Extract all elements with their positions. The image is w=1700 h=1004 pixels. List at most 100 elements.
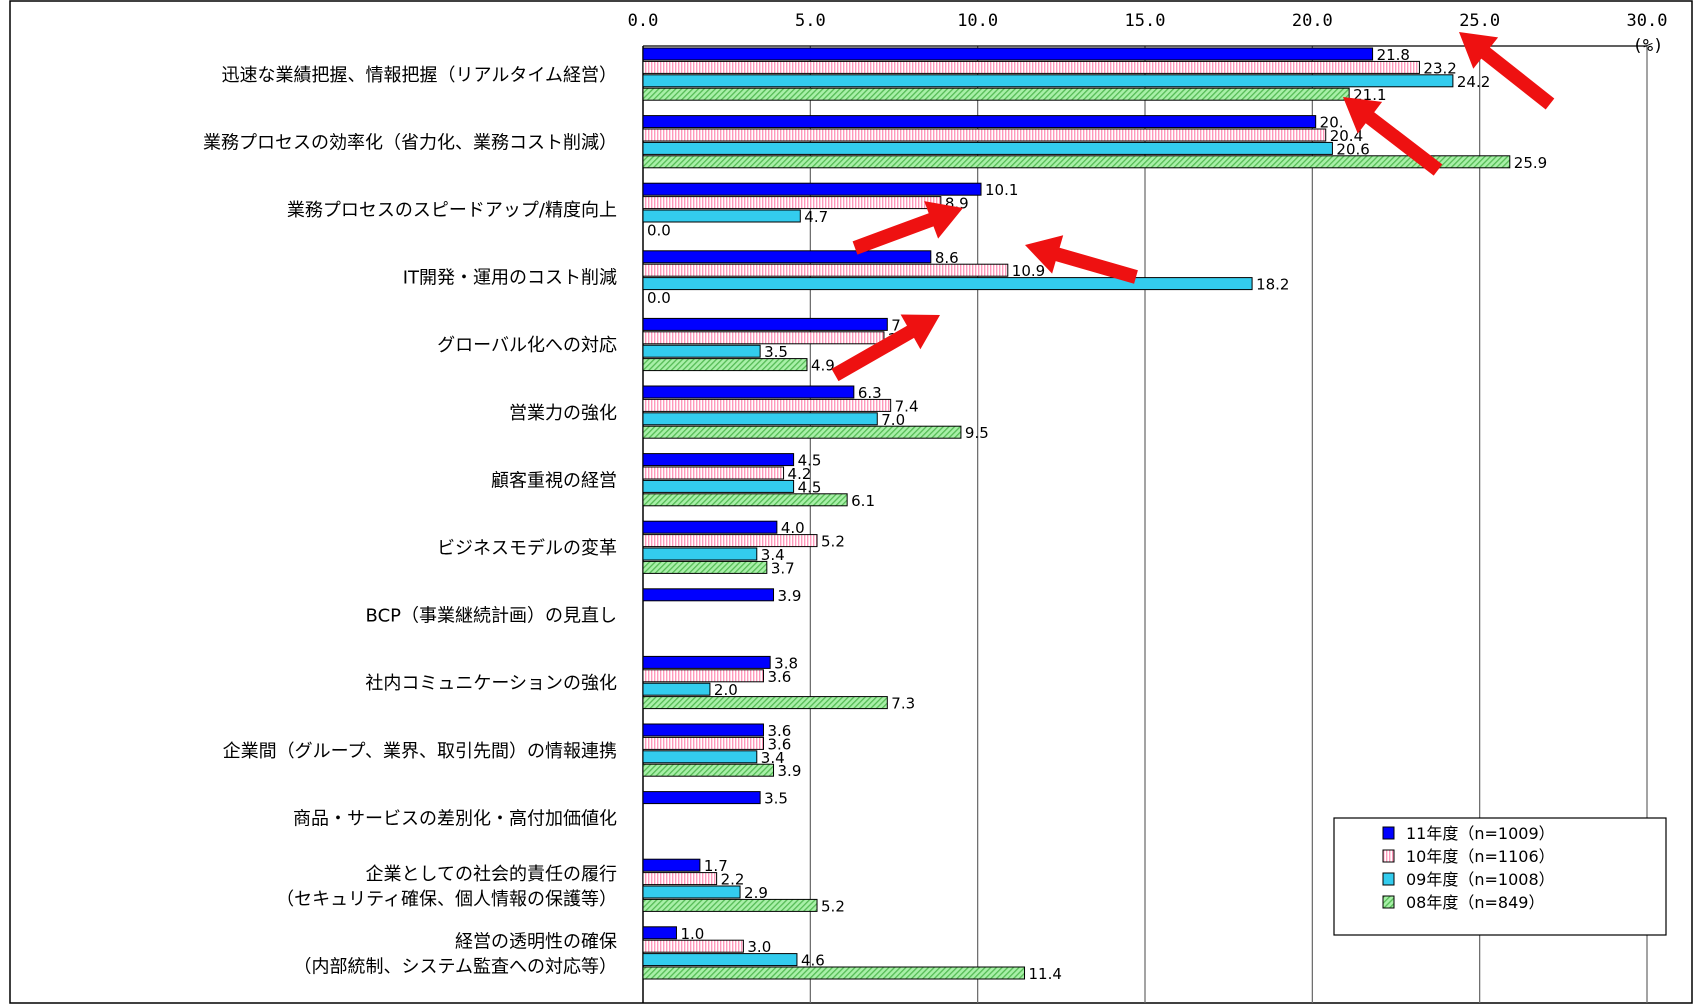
bar-value-label: 2.9 xyxy=(744,884,768,902)
bar-value-label: 6.1 xyxy=(851,492,875,510)
bar xyxy=(642,723,764,737)
bar-value-label: 1.7 xyxy=(704,857,728,875)
bar-value-label: 7.4 xyxy=(895,397,919,415)
category-label: ビジネスモデルの変革 xyxy=(437,538,617,559)
bar-value-label: 3.4 xyxy=(761,546,785,564)
bar-value-label: 4.9 xyxy=(811,357,835,375)
bar-value-label: 4.5 xyxy=(798,452,822,470)
value-labels: 21.823.224.221.120.20.420.625.910.18.94.… xyxy=(647,46,1547,983)
bar xyxy=(642,547,758,561)
bar xyxy=(642,425,962,439)
bar xyxy=(642,696,888,710)
bar-value-label: 21.8 xyxy=(1377,46,1410,64)
bar xyxy=(642,858,701,872)
bar xyxy=(642,926,677,940)
bar-value-label: 4.6 xyxy=(801,952,825,970)
bar xyxy=(642,479,795,493)
x-tick-label: 25.0 xyxy=(1459,11,1500,31)
bar xyxy=(642,209,801,223)
red-arrow-annotation xyxy=(831,314,940,382)
legend-label: 09年度（n=1008） xyxy=(1406,870,1555,889)
bar xyxy=(642,358,808,372)
bar xyxy=(642,331,885,345)
bar xyxy=(642,196,942,210)
bar-value-label: 0.0 xyxy=(647,221,671,239)
bar-value-label: 24.2 xyxy=(1457,73,1490,91)
bar xyxy=(642,885,741,899)
category-labels: 迅速な業績把握、情報把握（リアルタイム経営） 業務プロセスの効率化（省力化、業務コ… xyxy=(203,65,617,978)
bar-value-label: 20.6 xyxy=(1336,140,1369,158)
bar xyxy=(642,385,855,399)
bar-value-label: 18.2 xyxy=(1256,276,1289,294)
bar xyxy=(642,560,768,574)
bar-value-label: 25.9 xyxy=(1514,154,1547,172)
category-label: （内部統制、システム監査への対応等） xyxy=(294,957,617,978)
bar-value-label: 23.2 xyxy=(1423,59,1456,77)
bar-value-label: 3.9 xyxy=(778,762,802,780)
legend-swatch xyxy=(1382,895,1395,909)
legend-swatch xyxy=(1382,849,1395,863)
bar xyxy=(642,263,1009,277)
bar-value-label: 3.4 xyxy=(761,749,785,767)
red-arrow-annotation xyxy=(1459,32,1555,110)
category-label: 経営の透明性の確保 xyxy=(455,932,617,953)
bar xyxy=(642,453,795,467)
unit-label: (%) xyxy=(1633,36,1664,56)
bar-value-label: 7.3 xyxy=(891,695,915,713)
category-label: 業務プロセスの効率化（省力化、業務コスト削減） xyxy=(203,132,617,153)
bar xyxy=(642,60,1420,74)
bar-value-label: 4.7 xyxy=(804,208,828,226)
category-label: 商品・サービスの差別化・高付加価値化 xyxy=(293,808,617,829)
bar xyxy=(642,128,1327,142)
x-tick-label: 0.0 xyxy=(628,11,659,31)
bar xyxy=(642,398,892,412)
bar xyxy=(642,344,761,358)
bar-value-label: 5.2 xyxy=(821,533,845,551)
bar-value-label: 3.6 xyxy=(767,722,791,740)
bar xyxy=(642,939,744,953)
bars xyxy=(642,47,1511,980)
bar-value-label: 3.6 xyxy=(767,668,791,686)
bar-value-label: 9.5 xyxy=(965,424,989,442)
bar xyxy=(642,493,848,507)
bar-value-label: 10.9 xyxy=(1012,262,1045,280)
category-label: BCP（事業継続計画）の見直し xyxy=(366,606,617,627)
category-label: 企業としての社会的責任の履行 xyxy=(366,864,617,885)
x-tick-label: 5.0 xyxy=(795,11,826,31)
bar-value-label: 20. xyxy=(1320,114,1344,132)
bar xyxy=(642,682,711,696)
x-tick-label: 10.0 xyxy=(957,11,998,31)
bar xyxy=(642,750,758,764)
bar-value-label: 3.8 xyxy=(774,654,798,672)
bar-value-label: 11.4 xyxy=(1029,965,1062,983)
x-tick-label: 30.0 xyxy=(1627,11,1668,31)
bar xyxy=(642,87,1350,101)
x-tick-label: 15.0 xyxy=(1125,11,1166,31)
category-label: （セキュリティ確保、個人情報の保護等） xyxy=(276,889,617,910)
bar-value-label: 6.3 xyxy=(858,384,882,402)
bar-value-label: 1.0 xyxy=(680,925,704,943)
bar-value-label: 3.5 xyxy=(764,343,788,361)
bar-value-label: 3.5 xyxy=(764,790,788,808)
category-label: 営業力の強化 xyxy=(509,403,617,424)
legend-label: 10年度（n=1106） xyxy=(1406,847,1555,866)
legend-swatch xyxy=(1382,826,1395,840)
legend: 11年度（n=1009） 10年度（n=1106） 09年度（n=1008） 08年度… xyxy=(1333,817,1667,936)
bar xyxy=(642,898,818,912)
bar xyxy=(642,47,1374,61)
bar xyxy=(642,763,775,777)
bar xyxy=(642,182,982,196)
bar-value-label: 3.6 xyxy=(767,735,791,753)
bar-value-label: 0.0 xyxy=(647,289,671,307)
bar-value-label: 4.5 xyxy=(798,478,822,496)
bar-value-label: 4.2 xyxy=(788,465,812,483)
bar xyxy=(642,466,785,480)
category-label: IT開発・運用のコスト削減 xyxy=(403,268,617,289)
bar xyxy=(642,872,718,886)
category-label: 顧客重視の経営 xyxy=(491,470,617,491)
bar xyxy=(642,155,1511,169)
x-tick-label: 20.0 xyxy=(1292,11,1333,31)
bar-value-label: 8.6 xyxy=(935,249,959,267)
category-label: 社内コミュニケーションの強化 xyxy=(365,673,617,694)
